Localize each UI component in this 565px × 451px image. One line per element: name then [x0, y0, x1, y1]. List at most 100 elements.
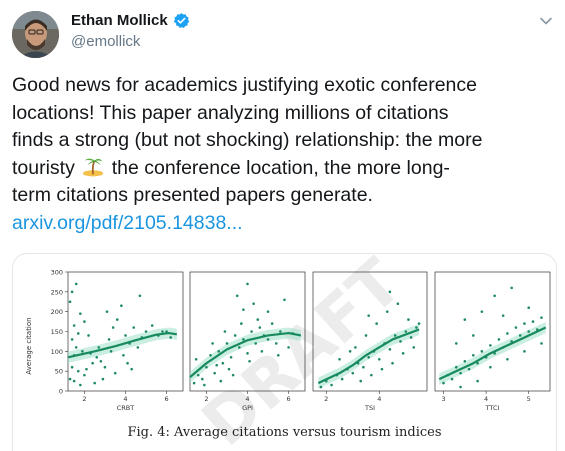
data-point	[252, 302, 255, 306]
data-point	[93, 381, 96, 385]
data-point	[248, 359, 251, 363]
trend-line	[189, 331, 302, 378]
data-point	[377, 357, 381, 361]
data-point	[459, 385, 462, 389]
data-point	[501, 314, 505, 317]
data-point	[401, 352, 405, 355]
data-point	[136, 346, 140, 349]
data-point	[99, 359, 103, 363]
x-tick-label: 2	[82, 395, 86, 403]
data-point	[274, 342, 278, 345]
data-point	[165, 330, 168, 333]
data-point	[87, 334, 90, 337]
data-point	[229, 355, 233, 359]
scatter-panel-crbt: 2 4 6 CRBT	[67, 271, 184, 412]
data-point	[242, 308, 245, 311]
data-point	[489, 344, 492, 347]
data-point	[225, 342, 229, 345]
data-point	[527, 330, 531, 333]
data-point	[454, 342, 458, 345]
data-point	[192, 381, 196, 385]
data-point	[81, 350, 84, 353]
data-point	[115, 318, 119, 321]
data-point	[258, 326, 262, 329]
x-tick-label: 6	[287, 395, 291, 403]
data-point	[523, 322, 526, 325]
data-point	[113, 371, 117, 375]
data-point	[256, 318, 260, 321]
data-point	[454, 365, 458, 369]
paper-link[interactable]: arxiv.org/pdf/2105.14838...	[12, 211, 243, 234]
data-point	[497, 338, 501, 341]
data-point	[362, 365, 365, 369]
data-point	[74, 346, 78, 349]
data-point	[493, 294, 496, 298]
data-point	[409, 336, 413, 339]
scatter-panel-ttci: 3 4 5 TTCI	[434, 271, 551, 412]
data-point	[209, 354, 212, 357]
data-point	[375, 322, 378, 325]
data-point	[233, 334, 237, 337]
trend-line	[67, 331, 177, 359]
data-point	[237, 346, 241, 349]
data-point	[246, 282, 249, 286]
data-point	[124, 334, 127, 337]
author-name[interactable]: Ethan Mollick	[71, 12, 168, 29]
data-point	[518, 334, 522, 337]
data-point	[246, 352, 249, 355]
data-point	[283, 298, 286, 302]
data-point	[130, 367, 133, 371]
trend-line	[317, 328, 420, 385]
trend-line	[438, 326, 547, 381]
data-point	[330, 383, 333, 387]
data-point	[399, 340, 402, 343]
data-point	[109, 350, 113, 353]
data-point	[217, 350, 221, 353]
data-point	[79, 312, 82, 315]
avatar[interactable]	[12, 11, 59, 58]
x-tick-label: 4	[377, 395, 381, 403]
data-point	[404, 330, 408, 333]
data-point	[138, 294, 142, 298]
tweet-line: term citations presented papers generate…	[12, 184, 373, 206]
data-point	[415, 326, 418, 329]
data-point	[480, 310, 484, 313]
data-point	[348, 350, 352, 353]
data-point	[540, 342, 543, 345]
data-point	[194, 357, 198, 361]
author-handle[interactable]: @emollick	[71, 33, 141, 50]
data-point	[83, 320, 86, 323]
data-point	[101, 377, 105, 381]
data-point	[122, 354, 125, 357]
y-tick-label: 250	[51, 288, 63, 296]
data-point	[523, 350, 526, 353]
data-point	[472, 354, 475, 357]
data-point	[510, 286, 513, 290]
data-point	[74, 282, 78, 286]
data-point	[72, 379, 76, 383]
y-axis-label: Average citation	[25, 317, 33, 374]
data-point	[359, 379, 363, 383]
data-point	[70, 338, 74, 341]
data-point	[442, 381, 445, 385]
x-axis-label: GPI	[242, 404, 253, 412]
data-point	[120, 304, 123, 308]
data-point	[407, 318, 410, 321]
data-point	[235, 294, 239, 298]
verified-badge-icon	[173, 13, 189, 29]
data-point	[254, 342, 258, 345]
data-point	[380, 367, 384, 371]
data-point	[476, 361, 479, 365]
data-point	[480, 350, 484, 353]
media-card[interactable]: DRAFT Average citation 0 50 100 150 200 250 30…	[12, 253, 557, 451]
data-point	[227, 367, 231, 371]
data-point	[70, 290, 74, 294]
chevron-down-icon[interactable]	[539, 14, 553, 28]
data-point	[472, 334, 475, 337]
data-point	[219, 379, 223, 383]
data-point	[68, 300, 72, 304]
data-point	[201, 377, 204, 381]
data-point	[388, 290, 392, 294]
x-tick-label: 6	[165, 395, 169, 403]
data-point	[450, 377, 454, 381]
